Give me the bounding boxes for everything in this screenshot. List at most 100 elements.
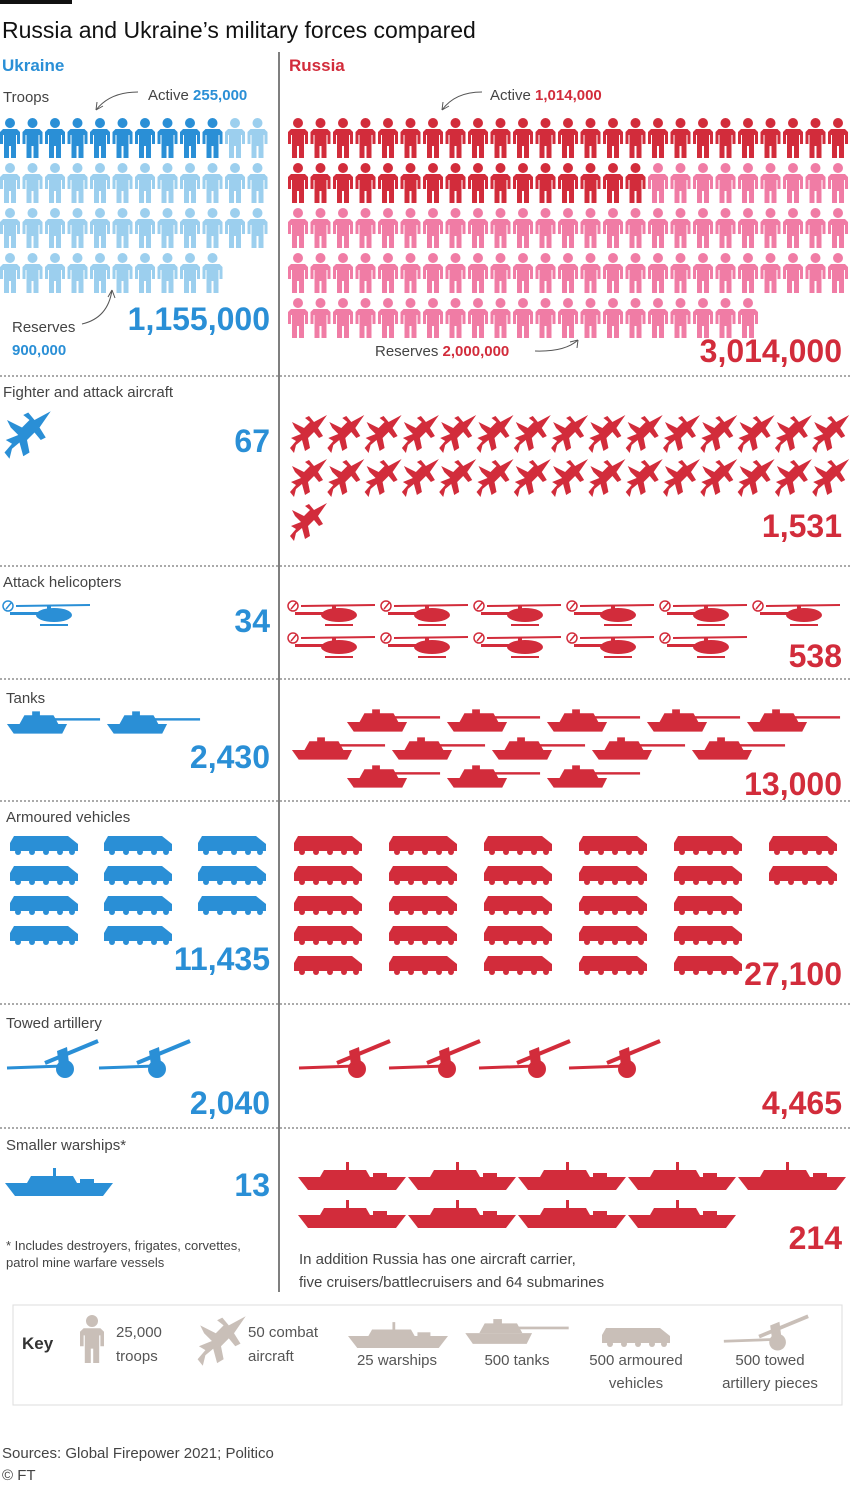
tank-icon <box>291 737 386 760</box>
troop-icon <box>378 298 398 338</box>
apc-icon <box>579 896 647 915</box>
key-text: artillery pieces <box>722 1375 818 1392</box>
troop-icon <box>625 118 646 158</box>
russia-total: 538 <box>789 638 842 674</box>
key-text: 500 tanks <box>484 1352 549 1369</box>
arrow <box>81 289 113 325</box>
key-box <box>12 1304 843 1406</box>
reserves-text: Reserves <box>375 343 438 360</box>
troop-icon <box>445 253 466 293</box>
troop-icon <box>603 163 623 203</box>
jet-icon <box>476 415 514 453</box>
key-text: aircraft <box>248 1348 295 1365</box>
key-text: vehicles <box>609 1375 663 1392</box>
tank-icon <box>491 737 586 760</box>
troop-icon <box>670 253 691 293</box>
apc-icon <box>769 836 837 855</box>
ship-icon <box>298 1200 406 1228</box>
troop-icon <box>80 1315 104 1363</box>
heli-icon <box>659 632 748 658</box>
troop-icon <box>157 253 178 293</box>
apc-icon <box>389 836 457 855</box>
ship-icon <box>628 1162 736 1190</box>
troop-icon <box>760 253 781 293</box>
jet-icon <box>401 415 439 453</box>
apc-icon <box>10 866 78 885</box>
active-text: Active <box>490 87 531 104</box>
jet-icon <box>439 415 477 453</box>
jet-icon <box>290 503 327 541</box>
troop-icon <box>333 118 353 158</box>
troop-icon <box>157 208 178 248</box>
troop-icon <box>535 118 556 158</box>
troop-icon <box>535 163 556 203</box>
jet-icon <box>700 459 738 497</box>
troop-icon <box>400 163 421 203</box>
heli-icon <box>473 632 562 658</box>
troop-icon <box>783 253 803 293</box>
apc-icon <box>198 836 266 855</box>
troop-icon <box>0 208 20 248</box>
troop-icon <box>513 298 533 338</box>
troop-icon <box>400 253 421 293</box>
apc-icon <box>674 956 742 975</box>
heli-icon <box>2 600 91 626</box>
artillery-icon <box>722 1314 810 1352</box>
separators <box>0 375 851 1129</box>
tank-icon <box>6 711 101 734</box>
troop-icon <box>333 163 353 203</box>
ukraine-total: 11,435 <box>174 941 270 977</box>
ship-icon <box>738 1162 846 1190</box>
troop-icon <box>558 163 578 203</box>
footnote: patrol mine warfare vessels <box>6 1255 165 1270</box>
troop-icon <box>625 253 646 293</box>
troop-icon <box>288 118 308 158</box>
troop-icon <box>805 118 826 158</box>
jet-icon <box>551 459 589 497</box>
troop-icon <box>333 208 353 248</box>
troop-icon <box>783 163 803 203</box>
ukraine-total: 2,430 <box>190 739 270 775</box>
troop-icon <box>603 118 623 158</box>
reserves-value: 900,000 <box>12 342 66 359</box>
troop-icon <box>715 298 736 338</box>
apc-icon <box>389 896 457 915</box>
apc-icon <box>674 926 742 945</box>
russia-total: 1,531 <box>762 508 842 544</box>
troop-icon <box>670 163 691 203</box>
section-label: Armoured vehicles <box>6 809 130 826</box>
heli-icon <box>566 600 655 626</box>
troop-icon <box>828 118 848 158</box>
troop-icon <box>202 208 223 248</box>
heli-icon <box>287 600 376 626</box>
troop-icon <box>580 163 601 203</box>
apc-icon <box>294 926 362 945</box>
ukraine-heading: Ukraine <box>2 56 64 75</box>
apc-icon <box>484 896 552 915</box>
russia-total: 4,465 <box>762 1085 842 1121</box>
troop-icon <box>468 118 488 158</box>
section-label: Tanks <box>6 690 45 707</box>
troop-icon <box>715 208 736 248</box>
troop-icon <box>693 253 713 293</box>
troop-icon <box>67 208 88 248</box>
troop-icon <box>760 118 781 158</box>
troop-icon <box>738 163 758 203</box>
troop-icon <box>580 118 601 158</box>
key-text: 50 combat <box>248 1324 319 1341</box>
artillery-icon <box>97 1039 192 1079</box>
troop-icon <box>288 253 308 293</box>
troop-icon <box>135 253 155 293</box>
artillery-icon <box>5 1039 100 1079</box>
troop-icon <box>45 253 65 293</box>
ship-icon <box>408 1200 516 1228</box>
active-label: Active 1,014,000 <box>490 87 602 104</box>
troop-icon <box>310 253 331 293</box>
troop-icon <box>738 208 758 248</box>
jet-icon <box>663 459 700 497</box>
troop-icon <box>535 208 556 248</box>
troop-icon <box>625 298 646 338</box>
troop-icon <box>378 208 398 248</box>
troop-icon <box>513 118 533 158</box>
apc-icon <box>484 926 552 945</box>
